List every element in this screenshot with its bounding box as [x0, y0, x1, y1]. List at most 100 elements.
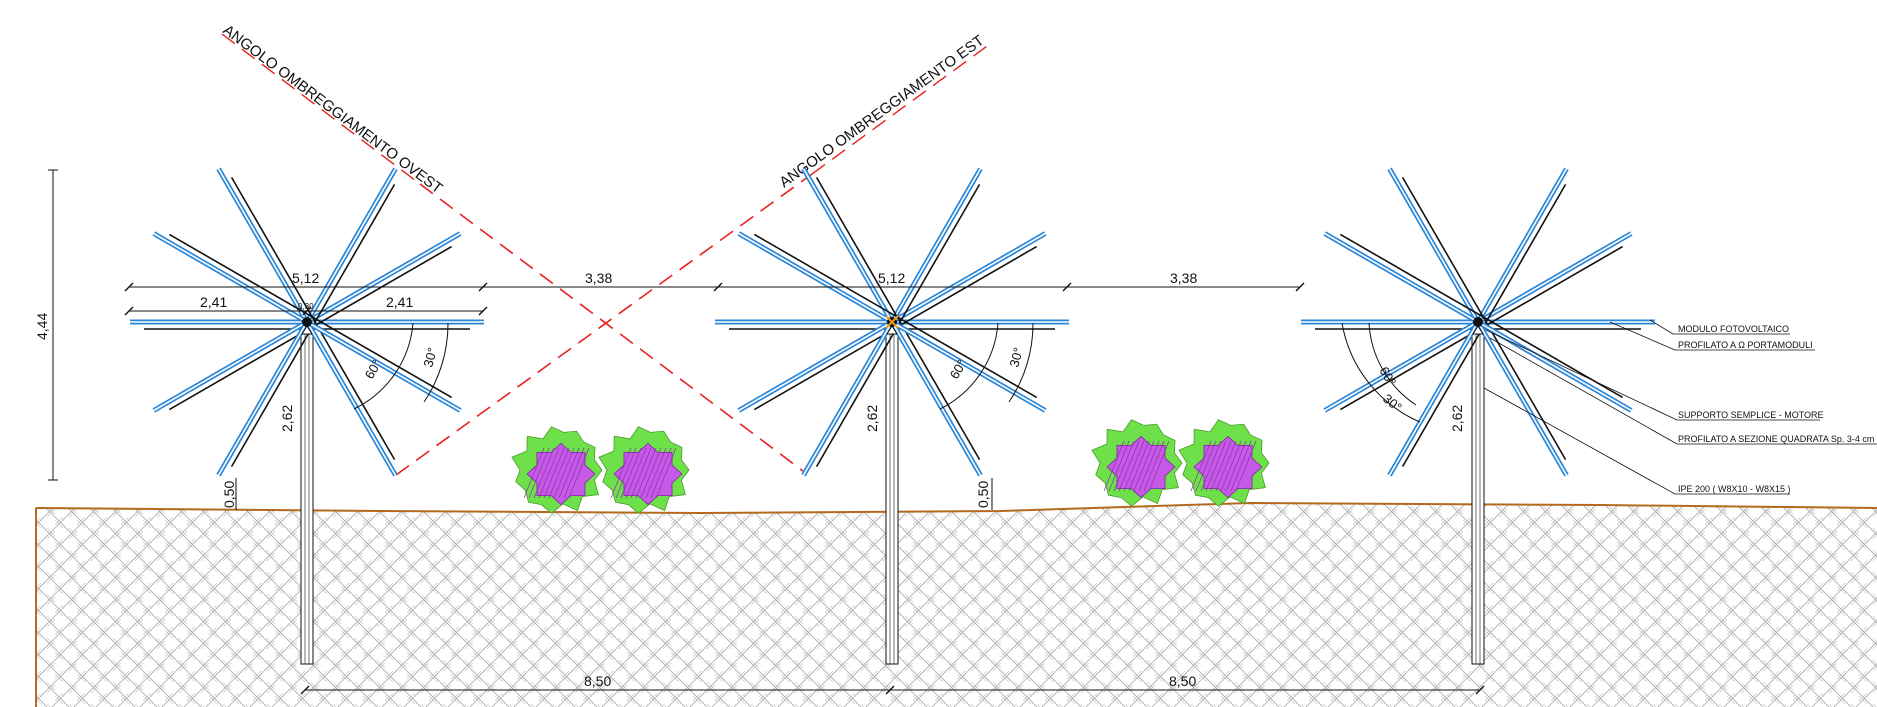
half-width-label-right: 2,41 [386, 294, 413, 310]
legend-leaders [1483, 319, 1877, 495]
bush-hatch [563, 447, 585, 499]
bush-flowers [1106, 435, 1176, 499]
bush [598, 426, 690, 514]
bush-hatch [538, 447, 560, 499]
leader-module [1649, 319, 1790, 335]
leader-support [1485, 329, 1820, 421]
bush-hatch [1225, 440, 1247, 492]
soil-area [36, 503, 1877, 707]
pole [885, 321, 899, 665]
dim-tick [124, 282, 134, 292]
dim-tick [713, 282, 723, 292]
bush-hatch [558, 447, 580, 499]
bush-hatch [1210, 440, 1232, 492]
bush-hatch [620, 447, 642, 499]
arc-60-tracker-2 [939, 322, 999, 410]
module-width-label-1: 5,12 [292, 270, 319, 286]
east-shading-label: ANGOLO OMBREGGIAMENTO EST [776, 32, 987, 191]
bush-hatch [1103, 440, 1125, 492]
omega-profile [1401, 176, 1567, 461]
arc-30-tracker-2 [1008, 322, 1034, 403]
dimensions [48, 169, 1480, 691]
half-width-label-left: 2,41 [200, 294, 227, 310]
pitch-label-1: 8,50 [584, 673, 611, 689]
bush-hatch [1128, 440, 1150, 492]
dim-tick [300, 685, 310, 695]
support-bracket [301, 325, 313, 335]
ground [35, 501, 1877, 707]
leader-square [1489, 337, 1877, 445]
omega-profile [168, 233, 453, 399]
omega-profile [815, 176, 981, 461]
height-total-label: 4,44 [34, 313, 50, 340]
bush [1091, 419, 1183, 507]
ground-line [35, 501, 1877, 515]
bush-hatch [1215, 440, 1237, 492]
angle-30-label-3: 30° [1380, 391, 1405, 415]
bush-hatch [523, 447, 545, 499]
dimension-ticks [124, 282, 1485, 695]
bush-hatch [553, 447, 575, 499]
angle-60-label-1: 60° [362, 357, 385, 382]
gap-label-1: 3,38 [585, 270, 612, 286]
bush-hatch [630, 447, 652, 499]
bush [511, 426, 603, 514]
bush-hatch [615, 447, 637, 499]
bush-hatch [1220, 440, 1242, 492]
legend-support: SUPPORTO SEMPLICE - MOTORE [1678, 410, 1824, 420]
bush-hatch [533, 447, 555, 499]
arc-30-tracker-3 [1341, 322, 1421, 423]
dim-tick [302, 306, 312, 316]
legend-ipe: IPE 200 ( W8X10 - W8X15 ) [1678, 484, 1791, 494]
bush-hatch [1230, 440, 1252, 492]
dim-tick [885, 685, 895, 695]
dim-tick [1295, 282, 1305, 292]
bush-hatch [1133, 440, 1155, 492]
bush-hatch [543, 447, 565, 499]
support-bracket [1472, 325, 1484, 335]
arc-60-tracker-3 [1368, 322, 1417, 406]
bush-hatch [548, 447, 570, 499]
legend-module: MODULO FOTOVOLTAICO [1678, 324, 1789, 334]
omega-profile [230, 176, 396, 461]
bush-hatch [1200, 440, 1222, 492]
bush-hatch [1108, 440, 1130, 492]
angle-60-label-2: 60° [947, 357, 970, 382]
pole-height-label-1: 2,62 [279, 405, 295, 432]
bush-hatch [635, 447, 657, 499]
bush-hatch [1143, 440, 1165, 492]
module-width-label-2: 5,12 [878, 270, 905, 286]
dim-tick [124, 306, 134, 316]
bush-hatch [640, 447, 662, 499]
hub-small-label: 0,30 [298, 302, 314, 311]
dim-tick [1475, 685, 1485, 695]
hub-marker [885, 315, 899, 329]
bush-flowers [526, 442, 596, 506]
bush-hatch [1148, 440, 1170, 492]
west-shade-line [419, 183, 804, 472]
bush-hatch [1195, 440, 1217, 492]
bush-hatch [610, 447, 632, 499]
gap-label-2: 3,38 [1170, 270, 1197, 286]
pole [300, 321, 314, 665]
pitch-label-2: 8,50 [1169, 673, 1196, 689]
leader-ipe [1483, 387, 1790, 495]
bush-flowers [613, 442, 683, 506]
angle-annotations [353, 322, 1421, 423]
pole-height-label-3: 2,62 [1449, 405, 1465, 432]
bush-flowers [1193, 435, 1263, 499]
bush-hatch [1205, 440, 1227, 492]
omega-profile [753, 233, 1038, 399]
bush-hatch [625, 447, 647, 499]
bush-hatch [1113, 440, 1135, 492]
bush-hatch [655, 447, 677, 499]
angle-30-label-2: 30° [1006, 346, 1026, 369]
arc-30-tracker-1 [423, 322, 449, 403]
tracker-east [1301, 167, 1655, 665]
dim-tick [478, 282, 488, 292]
tracker-center [715, 167, 1069, 665]
east-label-underline [811, 43, 991, 175]
legend-square: PROFILATO A SEZIONE QUADRATA Sp. 3-4 cm [1678, 434, 1874, 444]
bush-hatch [1138, 440, 1160, 492]
